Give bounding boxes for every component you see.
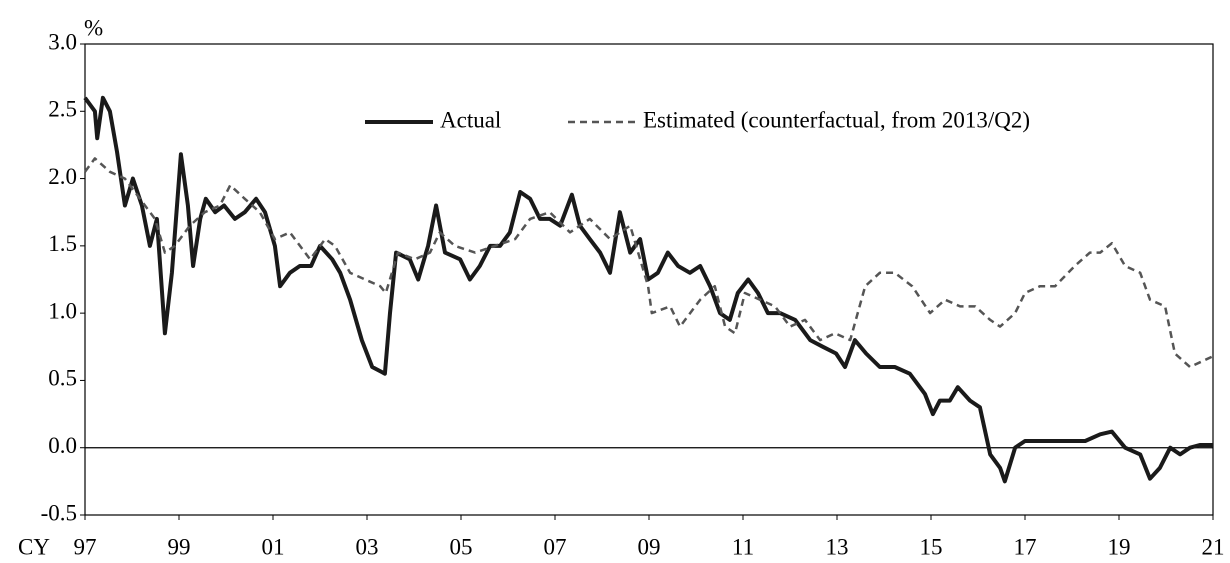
legend-label: Actual: [440, 107, 501, 132]
x-tick-label: 97: [74, 534, 97, 559]
x-tick-label: 21: [1202, 534, 1225, 559]
y-unit: %: [84, 15, 103, 40]
x-tick-label: 11: [732, 534, 754, 559]
x-tick-label: 15: [920, 534, 943, 559]
x-tick-label: 01: [262, 534, 285, 559]
x-tick-label: 09: [638, 534, 661, 559]
series-line: [83, 157, 1214, 369]
x-tick-label: 99: [168, 534, 191, 559]
y-tick-label: 2.0: [48, 164, 77, 189]
y-tick-label: -0.5: [41, 500, 77, 525]
x-tick-label: 17: [1014, 534, 1037, 559]
series-line: [83, 95, 1213, 484]
legend-label: Estimated (counterfactual, from 2013/Q2): [643, 107, 1030, 132]
y-tick-label: 2.5: [48, 97, 77, 122]
y-tick-label: 0.0: [48, 433, 77, 458]
x-tick-label: 07: [544, 534, 567, 559]
x-tick-label: 13: [826, 534, 849, 559]
x-axis-label: CY: [18, 534, 50, 559]
y-tick-label: 1.0: [48, 298, 77, 323]
x-tick-label: 05: [450, 534, 473, 559]
x-tick-label: 19: [1108, 534, 1131, 559]
y-tick-label: 0.5: [48, 366, 77, 391]
y-tick-label: 1.5: [48, 231, 77, 256]
x-tick-label: 03: [356, 534, 379, 559]
y-tick-label: 3.0: [48, 29, 77, 54]
